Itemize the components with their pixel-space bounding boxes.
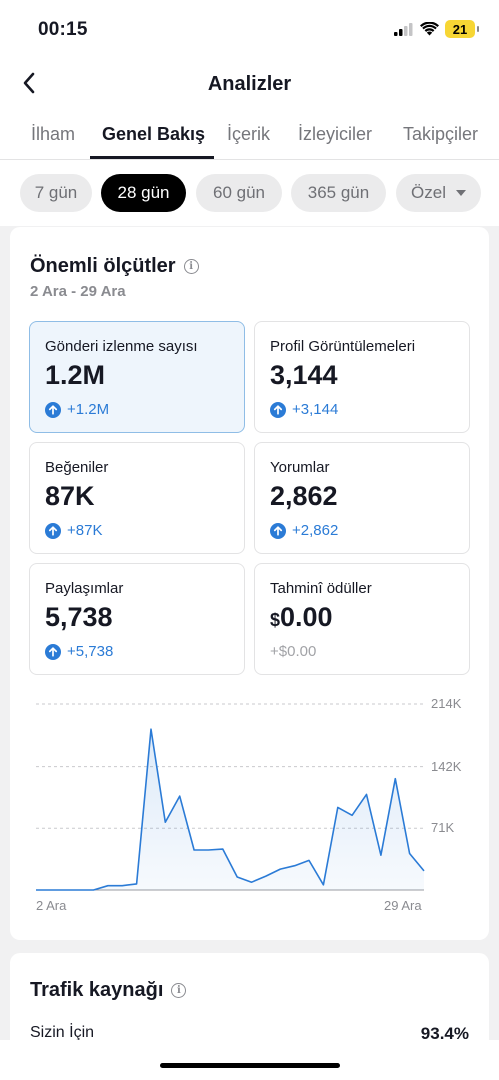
metric-delta: +3,144 [270, 401, 338, 418]
period-60-days[interactable]: 60 gün [196, 174, 282, 212]
arrow-up-icon [270, 401, 286, 418]
period-365-days[interactable]: 365 gün [291, 174, 386, 212]
metric-value: 3,144 [270, 360, 338, 390]
key-metrics-card: Önemli ölçütler i 2 Ara - 29 Ara Gönderi… [10, 227, 489, 940]
x-tick-start: 2 Ara [36, 898, 67, 913]
metric-delta: +$0.00 [270, 643, 316, 660]
metric-label: Gönderi izlenme sayısı [45, 338, 198, 355]
metric-shares[interactable]: Paylaşımlar 5,738 +5,738 [29, 563, 245, 675]
tab-takipciler[interactable]: Takipçiler [403, 124, 479, 144]
series-line [36, 728, 425, 891]
metric-delta-value: +1.2M [67, 401, 110, 418]
metric-value: 2,862 [270, 481, 338, 511]
y-tick-label: 71K [431, 820, 455, 836]
y-tick-label: 142K [431, 758, 462, 774]
period-28-days[interactable]: 28 gün [101, 174, 186, 212]
caret-down-icon [455, 190, 466, 196]
cellular-signal-icon [394, 22, 413, 36]
views-chart[interactable]: 71K 142K 214K 2 Ara 29 Ara [10, 692, 489, 922]
period-custom-label: Özel [411, 183, 446, 202]
metric-label: Beğeniler [45, 459, 109, 476]
metric-delta: +2,862 [270, 522, 338, 539]
metric-label: Profil Görüntülemeleri [270, 338, 416, 355]
metric-estimated-rewards[interactable]: Tahminî ödüller $0.00 +$0.00 [254, 563, 470, 675]
active-tab-indicator [90, 156, 214, 159]
views-chart-svg [36, 703, 425, 891]
metric-delta: +5,738 [45, 643, 113, 660]
metric-value: 1.2M [45, 360, 106, 390]
metric-value: 5,738 [45, 602, 113, 632]
key-metrics-title-row: Önemli ölçütler i [30, 255, 199, 278]
x-tick-end: 29 Ara [384, 898, 422, 913]
arrow-up-icon [270, 522, 286, 539]
bottom-safe-area [0, 1040, 499, 1080]
traffic-row: Sizin İçin 93.4% [30, 1024, 469, 1044]
series-area [36, 729, 424, 890]
period-selector: 7 gün 28 gün 60 gün 365 gün Özel [0, 160, 499, 226]
metric-value: 87K [45, 481, 95, 511]
metric-label: Yorumlar [270, 459, 330, 476]
period-custom[interactable]: Özel [396, 174, 481, 212]
arrow-up-icon [45, 522, 61, 539]
metric-delta-value: +2,862 [292, 522, 339, 539]
traffic-title: Trafik kaynağı [30, 979, 164, 1001]
y-tick-label: 214K [431, 696, 462, 711]
wifi-icon [420, 22, 439, 36]
metric-label: Paylaşımlar [45, 580, 124, 597]
date-range: 2 Ara - 29 Ara [30, 283, 126, 300]
tab-genel-bakis[interactable]: Genel Bakış [102, 124, 206, 144]
traffic-source-label: Sizin İçin [30, 1024, 95, 1041]
metric-delta-value: +3,144 [292, 401, 339, 418]
navigation-bar: Analizler [0, 58, 499, 110]
metric-post-views[interactable]: Gönderi izlenme sayısı 1.2M +1.2M [29, 321, 245, 433]
tab-ilham[interactable]: İlham [31, 124, 76, 144]
metric-delta-value: +5,738 [67, 643, 114, 660]
metric-delta: +1.2M [45, 401, 109, 418]
status-bar: 00:15 21 [0, 0, 499, 58]
metric-profile-views[interactable]: Profil Görüntülemeleri 3,144 +3,144 [254, 321, 470, 433]
metric-likes[interactable]: Beğeniler 87K +87K [29, 442, 245, 554]
info-icon[interactable]: i [171, 983, 187, 998]
info-icon[interactable]: i [183, 259, 199, 274]
period-7-days[interactable]: 7 gün [20, 174, 92, 212]
back-button[interactable] [14, 68, 44, 98]
key-metrics-title: Önemli ölçütler [30, 255, 176, 277]
metric-delta: +87K [45, 522, 102, 539]
metric-delta-value: +87K [67, 522, 103, 539]
tab-icerik[interactable]: İçerik [227, 124, 271, 144]
chevron-left-icon [23, 72, 35, 94]
arrow-up-icon [45, 401, 61, 418]
traffic-title-row: Trafik kaynağı i [30, 979, 187, 1002]
analytics-tabs: İlham Genel Bakış İçerik İzleyiciler Tak… [0, 110, 499, 160]
currency-symbol: $ [270, 610, 281, 630]
metric-label: Tahminî ödüller [270, 580, 372, 597]
arrow-up-icon [45, 643, 61, 660]
traffic-source-value: 93.4% [420, 1024, 469, 1043]
metric-comments[interactable]: Yorumlar 2,862 +2,862 [254, 442, 470, 554]
metric-value: $0.00 [270, 602, 333, 633]
metric-delta-value: +$0.00 [270, 643, 317, 660]
battery-indicator: 21 [445, 20, 479, 38]
page-title: Analizler [207, 73, 292, 95]
metric-value-number: 0.00 [280, 602, 333, 632]
home-indicator [160, 1063, 340, 1068]
status-time: 00:15 [38, 19, 88, 40]
status-icons: 21 [394, 20, 479, 38]
tab-izleyiciler[interactable]: İzleyiciler [298, 124, 373, 144]
